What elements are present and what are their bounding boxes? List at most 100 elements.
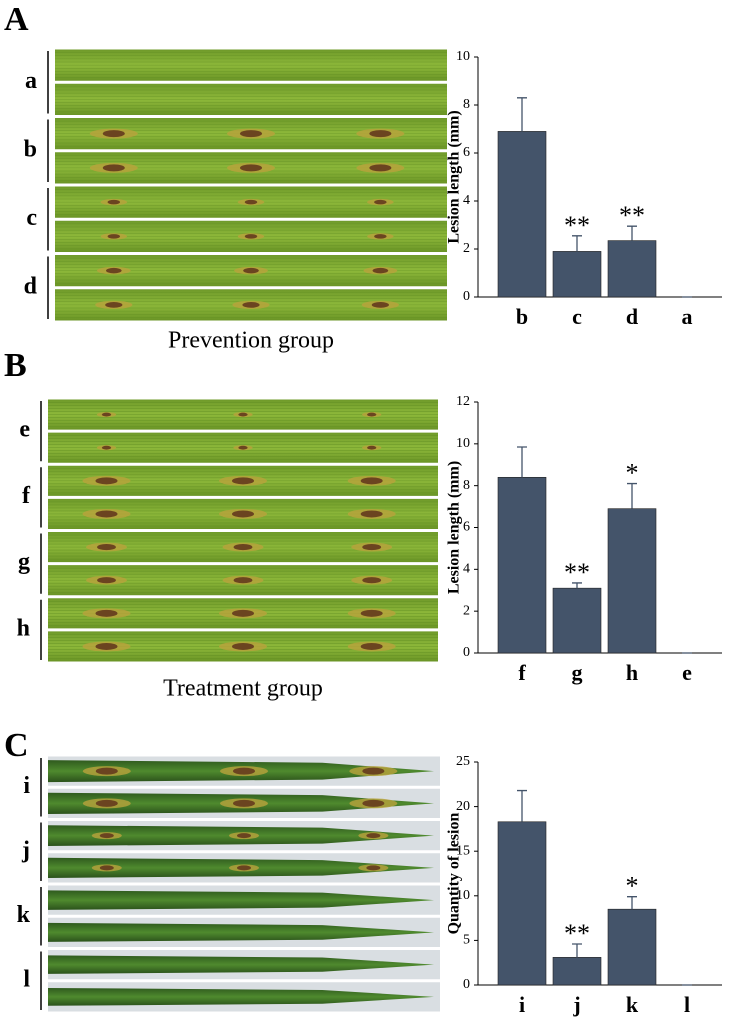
lesion-core (95, 642, 118, 650)
bar (497, 131, 547, 298)
lesion-core (99, 865, 114, 871)
error-bar (627, 482, 637, 509)
lesion-core (374, 199, 387, 205)
lesion-core (360, 609, 383, 617)
y-tick-label: 0 (463, 645, 470, 660)
lesion-core (366, 865, 381, 871)
x-tick-label: h (626, 660, 638, 685)
panel-label: B (4, 347, 27, 384)
error-bar (627, 225, 637, 241)
caption: Prevention group (168, 328, 334, 354)
lesion-core (360, 510, 383, 518)
lesion-core (101, 445, 112, 450)
x-tick-label: f (518, 660, 526, 685)
panel-label: C (4, 727, 29, 764)
lesion-core (238, 412, 248, 417)
lesion-core (362, 799, 385, 807)
lesion-core (101, 412, 112, 417)
lesion-core (240, 130, 262, 138)
lesion-core (367, 412, 377, 417)
y-tick-label: 12 (456, 394, 470, 409)
y-tick-label: 6 (463, 520, 470, 535)
y-axis-title: Lesion length (mm) (446, 110, 463, 243)
lesion-core (95, 767, 118, 775)
y-tick-label: 8 (463, 97, 470, 112)
y-tick-label: 8 (463, 478, 470, 493)
lesion-core (362, 767, 385, 775)
error-bar (572, 582, 582, 589)
y-tick-label: 2 (463, 241, 470, 256)
lesion-core (95, 609, 118, 617)
significance: ** (564, 919, 590, 948)
error-bar (627, 896, 637, 910)
lesion-core (106, 267, 122, 274)
lesion-core (107, 234, 121, 239)
photo-label: l (23, 966, 30, 992)
significance: * (626, 872, 639, 901)
y-tick-label: 25 (456, 754, 470, 769)
leaf-blade (48, 955, 434, 974)
lesion-core (102, 130, 125, 138)
y-axis-title: Lesion length (mm) (446, 461, 463, 594)
lesion-core (95, 799, 118, 807)
error-bar (572, 235, 582, 252)
photo-label: b (24, 136, 37, 162)
bar (607, 908, 657, 986)
lesion-core (233, 767, 255, 775)
y-tick-label: 6 (463, 145, 470, 160)
lesion-core (244, 234, 258, 239)
lesion-core (102, 164, 125, 172)
photo-label: h (17, 615, 30, 641)
panel-label: A (4, 1, 29, 38)
y-tick-label: 0 (463, 289, 470, 304)
lesion-core (232, 510, 254, 518)
photo-label: a (25, 68, 37, 94)
lesion-core (233, 799, 255, 807)
lesion-core (374, 234, 387, 239)
x-tick-label: l (684, 992, 690, 1017)
lesion-core (242, 301, 260, 308)
lesion-core (369, 130, 392, 138)
error-bar (517, 97, 527, 132)
lesion-core (233, 577, 253, 584)
photo-label: e (19, 417, 30, 443)
lesion-core (233, 543, 253, 551)
leaf-blade (48, 987, 434, 1006)
lesion-core (95, 510, 118, 518)
y-tick-label: 15 (456, 843, 470, 858)
y-tick-label: 5 (463, 933, 470, 948)
lesion-core (237, 833, 251, 839)
error-bar (517, 789, 527, 822)
lesion-core (97, 577, 116, 584)
x-tick-label: j (572, 992, 580, 1017)
caption: Treatment group (163, 676, 323, 702)
photo-label: g (18, 549, 30, 575)
y-tick-label: 10 (456, 436, 470, 451)
bar (607, 508, 657, 654)
lesion-core (232, 642, 254, 650)
photo-label: c (26, 205, 37, 231)
error-bar (517, 446, 527, 478)
lesion-core (97, 543, 116, 551)
x-tick-label: g (572, 660, 583, 685)
significance: ** (619, 201, 645, 230)
lesion-core (237, 865, 251, 871)
y-tick-label: 4 (463, 562, 470, 577)
photo-label: f (22, 483, 31, 509)
lesion-core (362, 577, 382, 584)
bar (607, 240, 657, 298)
lesion-core (107, 199, 121, 205)
significance: * (626, 459, 639, 488)
lesion-core (369, 164, 392, 172)
y-tick-label: 10 (456, 49, 470, 64)
bar (497, 821, 547, 986)
x-tick-label: i (519, 992, 525, 1017)
lesion-core (232, 477, 254, 485)
leaf-blade (48, 890, 434, 910)
bar (552, 957, 602, 986)
x-tick-label: b (516, 304, 528, 329)
bar (497, 476, 547, 654)
lesion-core (243, 267, 259, 274)
photo-label: j (21, 837, 30, 863)
